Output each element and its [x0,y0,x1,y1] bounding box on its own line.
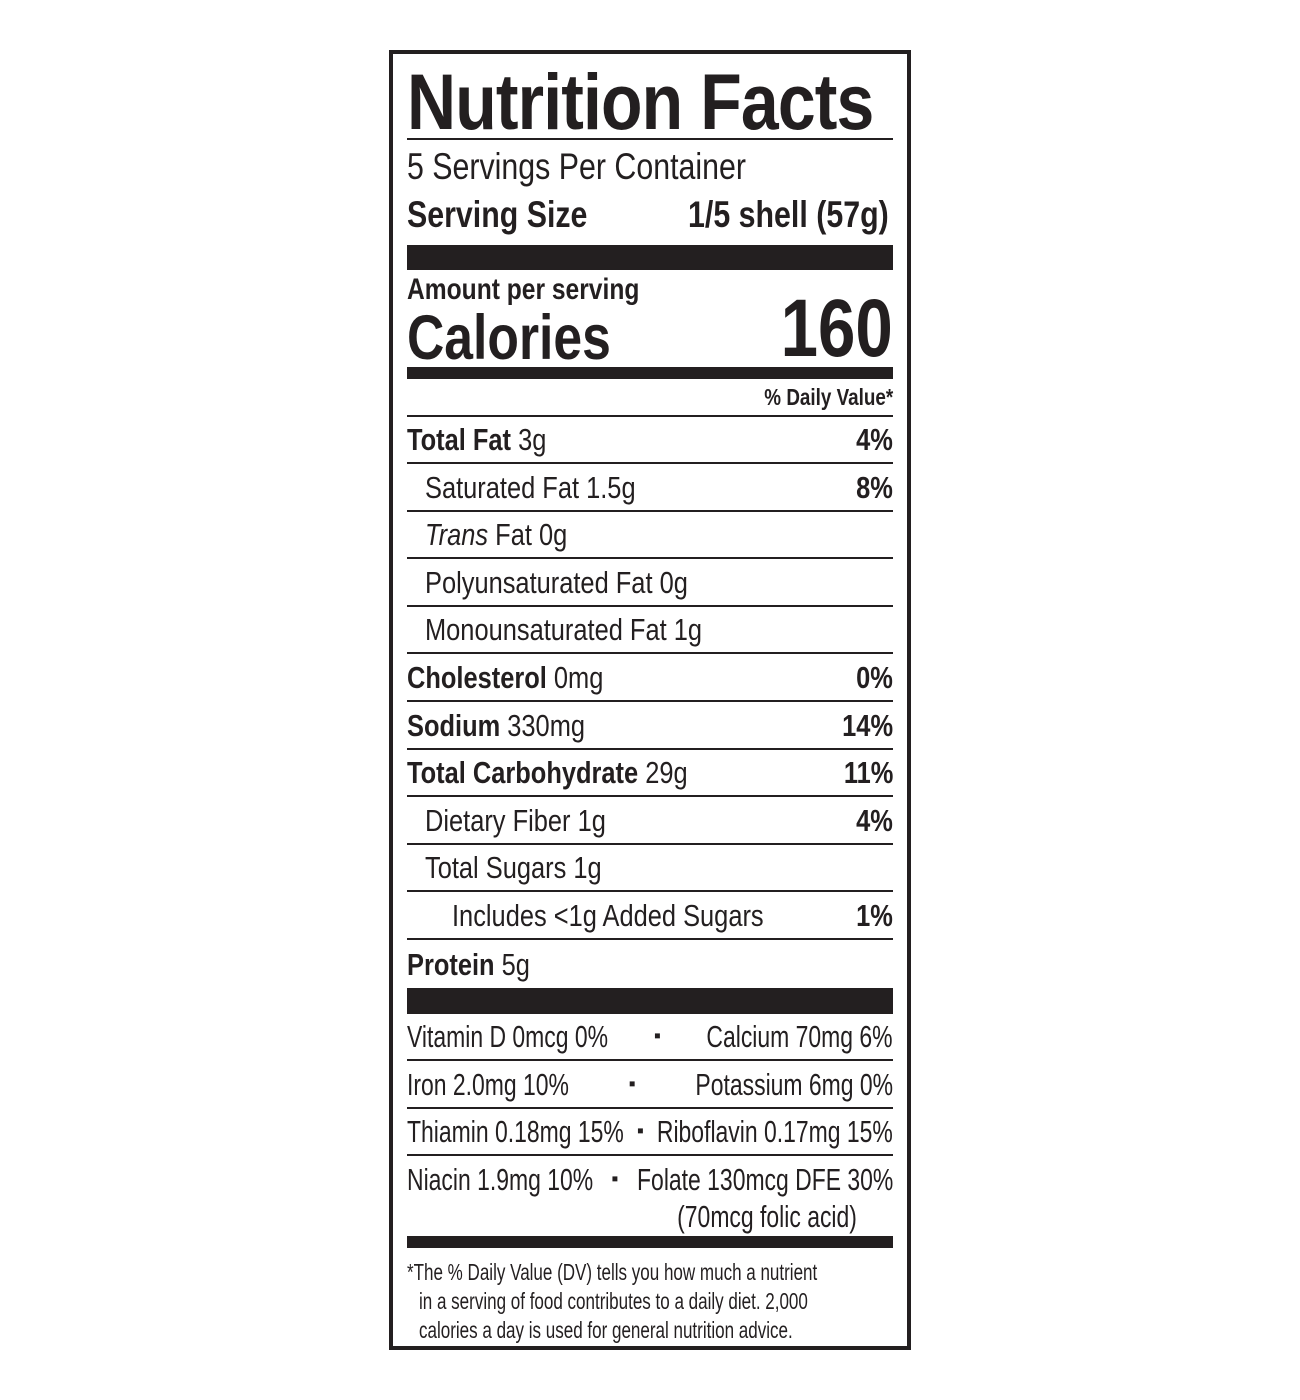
vitamin-left: Vitamin D 0mcg 0% [407,1019,609,1054]
daily-value-header: % Daily Value* [764,384,893,410]
vitamin-right: Potassium 6mg 0% [695,1066,893,1102]
divider [407,138,893,140]
vitamin-row: Thiamin 0.18mg 15% ▪ Riboflavin 0.17mg 15% [407,1110,893,1157]
separator-dot: ▪ [628,1072,636,1095]
nutrient-row: Sodium 330mg 14% [407,704,893,750]
nutrient-daily-value: 4% [856,422,893,457]
nutrient-name: Trans Fat 0g [425,517,568,553]
calories-label: Calories [407,303,611,373]
nutrient-row: Dietary Fiber 1g 4% [407,799,893,845]
vitamin-left: Iron 2.0mg 10% [407,1066,569,1102]
vitamin-row: Niacin 1.9mg 10% ▪ Folate 130mcg DFE 30% (7… [407,1158,893,1238]
nutrient-row: Total Sugars 1g [407,846,893,893]
nutrient-amount: 3g [518,422,547,457]
nutrient-name: Total Fat 3g [407,422,547,457]
nutrient-name: Cholesterol 0mg [407,660,604,695]
nutrient-daily-value: 0% [856,660,893,695]
nutrient-amount: 1g [577,802,606,838]
nutrient-name: Total Carbohydrate 29g [407,755,688,791]
nutrient-row: Protein 5g [407,942,893,988]
vitamin-left: Thiamin 0.18mg 15% [407,1114,624,1150]
nutrient-name: Polyunsaturated Fat 0g [425,564,688,600]
vitamin-row: Vitamin D 0mcg 0% ▪ Calcium 70mg 6% [407,1015,893,1061]
nutrient-name: Saturated Fat 1.5g [425,469,636,505]
vitamin-note: (70mcg folic acid) [677,1198,857,1234]
separator-dot: ▪ [653,1025,661,1047]
nutrient-amount: 1g [573,850,602,886]
nutrient-name: Monounsaturated Fat 1g [425,612,702,648]
nutrition-facts-label: Nutrition Facts 5 Servings Per Container… [389,50,911,1350]
nutrient-row: Total Carbohydrate 29g 11% [407,751,893,798]
medium-bar [407,1236,893,1248]
nutrient-row: Saturated Fat 1.5g 8% [407,466,893,512]
nutrient-row: Monounsaturated Fat 1g [407,608,893,655]
thick-bar [407,988,893,1014]
nutrient-row: Includes <1g Added Sugars 1% [407,894,893,940]
vitamin-right: Calcium 70mg 6% [706,1019,893,1054]
nutrient-daily-value: 11% [843,755,893,791]
divider [407,415,893,417]
servings-per-container: 5 Servings Per Container [407,146,746,187]
serving-size: Serving Size 1/5 shell (57g) [407,194,893,236]
nutrient-name: Dietary Fiber 1g [425,802,606,838]
nutrient-daily-value: 8% [856,469,893,505]
nutrient-amount: 0g [659,564,688,600]
medium-bar [407,367,893,379]
nutrient-row: Total Fat 3g 4% [407,418,893,464]
vitamin-row: Iron 2.0mg 10% ▪ Potassium 6mg 0% [407,1063,893,1109]
nutrient-name: Includes <1g Added Sugars [452,898,764,933]
thick-bar [407,245,893,270]
nutrient-amount: 5g [501,946,530,982]
nutrient-amount: 29g [645,755,688,791]
nutrient-amount: 1g [673,612,702,648]
amount-per-serving: Amount per serving [407,273,640,306]
separator-dot: ▪ [611,1167,619,1190]
serving-size-label: Serving Size [407,194,588,235]
serving-size-value: 1/5 shell (57g) [688,194,889,235]
nutrient-daily-value: 1% [856,898,893,933]
nutrient-name: Sodium 330mg [407,707,586,743]
nutrient-amount: 1.5g [586,469,636,505]
nutrient-amount: 0mg [553,660,604,695]
nutrient-amount: 330mg [507,707,586,743]
vitamin-right: Folate 130mcg DFE 30% [636,1161,893,1197]
nutrient-name: Protein 5g [407,946,530,982]
nutrient-daily-value: 4% [856,802,893,838]
title: Nutrition Facts [407,57,874,146]
nutrient-row: Trans Fat 0g [407,513,893,560]
nutrient-daily-value: 14% [842,707,893,743]
vitamin-left: Niacin 1.9mg 10% [407,1161,594,1197]
footnote: *The % Daily Value (DV) tells you how mu… [407,1259,818,1343]
nutrient-name: Total Sugars 1g [425,850,602,886]
calories-value: 160 [780,283,893,374]
separator-dot: ▪ [636,1120,644,1143]
nutrient-row: Cholesterol 0mg 0% [407,656,893,702]
vitamin-right: Riboflavin 0.17mg 15% [657,1114,893,1150]
nutrient-row: Polyunsaturated Fat 0g [407,561,893,607]
nutrient-amount: 0g [538,517,568,553]
